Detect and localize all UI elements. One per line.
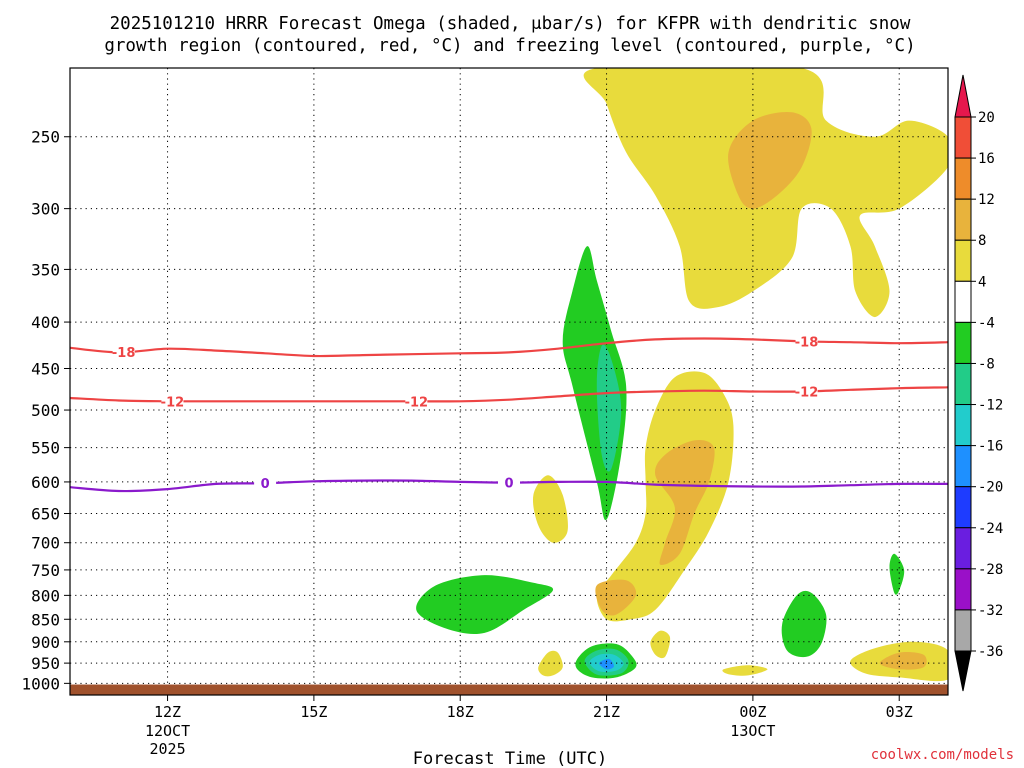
colorbar-label-9: -20 [978,480,1003,496]
contour-label-bg-2-0 [254,475,277,491]
colorbar-box-10 [954,527,972,570]
omega-region-18 [781,590,827,658]
colorbar-label-12: -32 [978,603,1003,619]
colorbar-box-6 [954,362,972,406]
y-tick-label-550: 550 [31,439,60,458]
contour-label-bg-1-1 [405,393,428,409]
y-tick-label-400: 400 [31,313,60,332]
y-tick-label-450: 450 [31,360,60,379]
y-tick-label-500: 500 [31,401,60,420]
colorbar-label-6: -8 [978,356,995,372]
colorbar-box-2 [954,198,972,241]
omega-region-6 [596,344,622,472]
chart-title-line-2: growth region (contoured, red, °C) and f… [104,36,915,56]
plot-frame [69,67,949,696]
x-tick-label-21Z: 21Z [593,703,620,721]
contour-label-1-0: -12 [161,395,185,410]
colorbar-box-0 [954,116,972,159]
colorbar-box-4 [954,280,972,323]
temperature-contours: -18 -18 -12 -12 -12 0 0 [70,333,948,492]
colorbar-label-4: 4 [978,274,986,290]
y-tick-label-750: 750 [31,561,60,580]
colorbar-box-11 [954,568,972,611]
omega-region-2 [596,371,734,622]
x-tick-year-12Z: 2025 [149,740,185,758]
omega-region-17 [879,651,927,670]
colorbar-bottom-arrow [954,650,972,692]
contour-label-1-2: -12 [795,385,819,400]
y-tick-label-300: 300 [31,200,60,219]
colorbar-label-5: -4 [978,315,995,331]
x-axis-title: Forecast Time (UTC) [413,749,607,768]
x-tick-date-12Z: 12OCT [145,722,190,740]
colorbar-label-8: -16 [978,439,1003,455]
pressure-axis: 250 300 350 400 450 500 550 600 650 700 750 800 850 9… [21,128,70,693]
contour-label-bg-1-2 [795,383,818,399]
colorbar-box-8 [954,445,972,488]
omega-region-15 [722,665,768,676]
contour-label-bg-0-0 [112,344,135,360]
y-tick-label-1000: 1000 [21,674,60,693]
colorbar-label-13: -36 [978,644,1003,660]
omega-region-12 [538,650,563,677]
colorbar-box-5 [954,321,972,364]
y-tick-label-650: 650 [31,504,60,523]
colorbar-label-7: -12 [978,398,1003,414]
colorbar-box-9 [954,486,972,529]
omega-region-11 [599,658,614,670]
contour-label-bg-2-1 [498,474,520,490]
omega-region-13 [532,475,568,543]
omega-region-14 [650,630,671,659]
y-tick-label-700: 700 [31,534,60,553]
y-tick-label-950: 950 [31,654,60,673]
chart-title-line-1: 2025101210 HRRR Forecast Omega (shaded, … [110,14,911,34]
y-tick-label-850: 850 [31,610,60,629]
contour-label-bg-1-0 [161,393,184,409]
y-tick-label-250: 250 [31,128,60,147]
contour-label-0-1: -18 [795,335,819,350]
colorbar-top-arrow [954,74,972,118]
colorbar-label-0: 20 [978,110,995,126]
x-tick-label-18Z: 18Z [447,703,474,721]
colorbar-box-7 [954,404,972,447]
colorbar-box-3 [954,239,972,282]
contour-label-2-1: 0 [504,477,513,492]
omega-shading [416,68,948,682]
colorbar-label-10: -24 [978,521,1003,537]
colorbar-label-3: 8 [978,233,986,249]
y-tick-label-350: 350 [31,260,60,279]
omega-region-3 [654,440,715,566]
chart-title: 2025101210 HRRR Forecast Omega (shaded, … [104,14,915,56]
colorbar-label-1: 16 [978,151,995,167]
colorbar-box-12 [954,609,972,652]
omega-region-19 [889,553,905,595]
omega-region-7 [416,575,554,635]
y-tick-label-900: 900 [31,633,60,652]
grid-lines [70,68,948,695]
x-tick-label-03Z: 03Z [886,703,913,721]
y-tick-label-800: 800 [31,586,60,605]
colorbar-box-1 [954,157,972,200]
colorbar-label-2: 12 [978,192,995,208]
contour-label-bg-0-1 [795,333,818,349]
credit-text: coolwx.com/models [871,747,1014,763]
x-tick-date-00Z: 13OCT [730,722,775,740]
colorbar-label-11: -28 [978,562,1003,578]
x-tick-label-00Z: 00Z [739,703,766,721]
contour-label-1-1: -12 [405,395,429,410]
omega-region-1 [728,112,812,209]
x-tick-label-15Z: 15Z [300,703,327,721]
x-tick-label-12Z: 12Z [154,703,181,721]
omega-region-4 [595,579,637,616]
ground-surface [70,684,948,695]
plot-area: -18 -18 -12 -12 -12 0 0 [69,67,949,696]
colorbar: 20 16 12 8 4 -4 -8 -12 -16 -20 -24 -28 -32 -36 [954,74,1003,692]
y-tick-label-600: 600 [31,473,60,492]
contour-label-2-0: 0 [261,477,270,492]
contour-label-0-0: -18 [112,346,136,361]
